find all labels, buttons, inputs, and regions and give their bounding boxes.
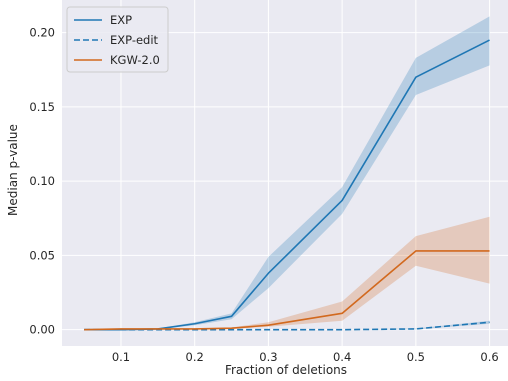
- x-tick-label: 0.3: [259, 350, 277, 364]
- x-tick-label: 0.1: [112, 350, 130, 364]
- legend-label-kgw-2-0: KGW-2.0: [110, 53, 160, 67]
- legend-box: [66, 6, 169, 73]
- legend-label-exp-edit: EXP-edit: [110, 33, 159, 47]
- legend: EXP EXP-edit KGW-2.0: [66, 6, 169, 73]
- y-tick-label: 0.05: [29, 248, 55, 262]
- y-tick-label: 0.00: [29, 323, 55, 337]
- y-tick-label: 0.20: [29, 26, 55, 40]
- line-kgw-2-0: [84, 250, 490, 331]
- y-tick-label: 0.10: [29, 174, 55, 188]
- grid-lines: [62, 0, 508, 346]
- confidence-bands: [84, 16, 490, 330]
- x-axis-label: Fraction of deletions: [225, 363, 347, 377]
- band-exp: [84, 16, 490, 330]
- x-tick-label: 0.6: [480, 350, 498, 364]
- x-axis-ticks: 0.1 0.2 0.3 0.4 0.5 0.6: [112, 350, 499, 364]
- y-axis-ticks: 0.00 0.05 0.10 0.15 0.20: [29, 26, 55, 337]
- series-lines: [84, 39, 490, 331]
- y-axis-label: Median p-value: [6, 124, 20, 216]
- x-tick-label: 0.4: [333, 350, 351, 364]
- x-tick-label: 0.2: [186, 350, 204, 364]
- y-tick-label: 0.15: [29, 100, 55, 114]
- legend-label-exp: EXP: [110, 13, 132, 27]
- x-tick-label: 0.5: [407, 350, 425, 364]
- band-kgw-2-0: [84, 216, 490, 330]
